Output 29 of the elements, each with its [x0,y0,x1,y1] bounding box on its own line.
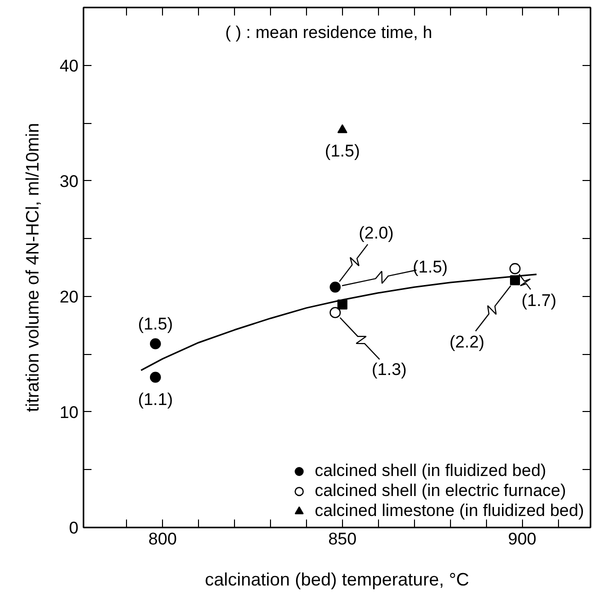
x-tick-label: 800 [148,530,177,548]
point [150,338,161,350]
point [337,299,348,310]
y-tick-label: 0 [69,518,79,538]
annotation: (2.0) [358,224,394,243]
point [509,263,521,274]
y-tick-label: 10 [60,402,79,422]
annotation: (1.5) [412,258,448,277]
point [337,124,348,134]
legend-label: calcined limestone (in fluidized bed) [314,501,584,521]
annotation: (1.1) [138,390,173,409]
x-tick-label: 850 [328,530,357,548]
annotation: (2.2) [450,332,484,352]
y-tick-label: 30 [60,172,79,191]
point [330,282,341,293]
annotation: (1.7) [522,291,556,310]
annotation: (1.3) [372,360,407,380]
y-tick-label: 20 [60,287,79,306]
y-axis-title: titration volume of 4N-HCl, ml/10min [22,122,43,412]
annotation: (1.5) [138,314,173,334]
x-tick-label: 900 [508,530,536,548]
y-tick-label: 40 [60,56,79,76]
annotation: ( ) : mean residence time, h [225,23,432,42]
point [330,306,341,318]
x-axis-title: calcination (bed) temperature, °C [204,570,470,590]
legend-label: calcined shell (in fluidized bed) [314,461,546,481]
annotation: (1.5) [324,141,360,160]
legend-label: calcined shell (in electric furnace) [314,481,566,501]
point [150,372,161,383]
